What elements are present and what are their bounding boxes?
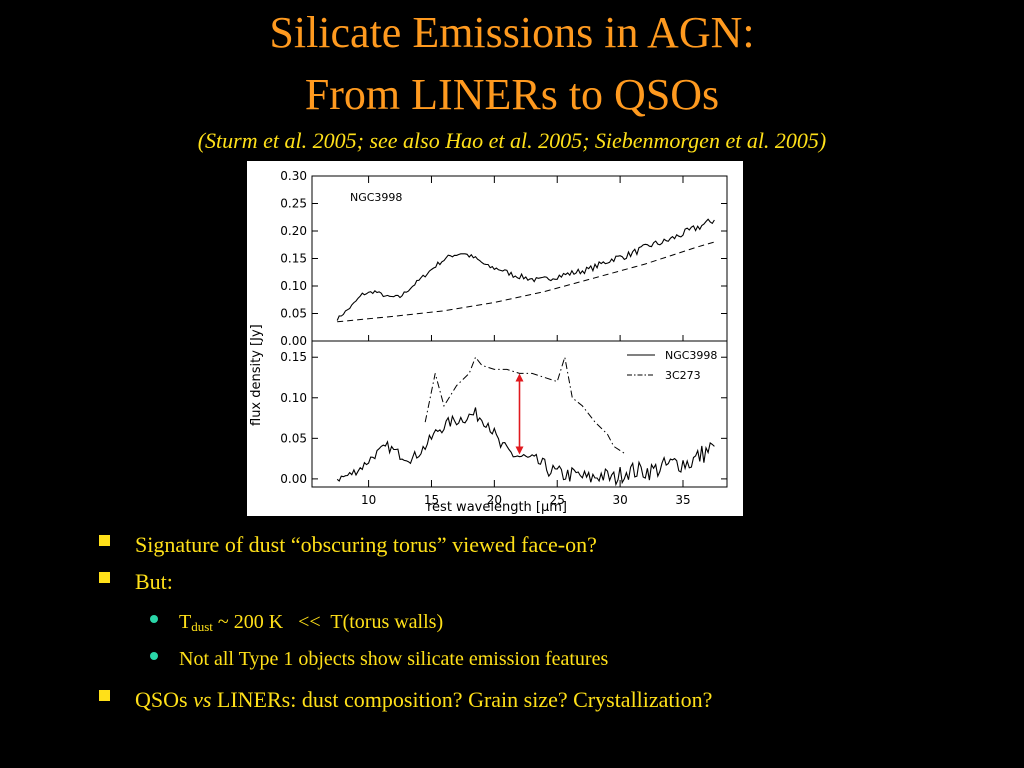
x-tick-label: 25 xyxy=(550,493,565,507)
y-tick-label: 0.20 xyxy=(280,224,307,238)
y-axis-label: flux density [Jy] xyxy=(249,324,264,426)
spectrum-chart: 0.00 0.05 0.10 0.15 0.20 0.25 0.30 NGC3998 0.0… xyxy=(249,169,728,515)
y-tick-label: 0.05 xyxy=(280,431,307,445)
bullet-3-qsos: QSOs xyxy=(135,687,194,712)
difference-arrow xyxy=(515,373,524,455)
x-tick-label: 20 xyxy=(487,493,502,507)
x-tick-label: 10 xyxy=(361,493,376,507)
x-tick-label: 35 xyxy=(675,493,690,507)
x-tick-label: 30 xyxy=(612,493,627,507)
title-line-1: Silicate Emissions in AGN: xyxy=(269,8,755,57)
bullet-2: But: xyxy=(135,569,173,594)
bullet-square-1 xyxy=(99,535,110,546)
bullet-square-3 xyxy=(99,690,110,701)
legend: NGC3998 3C273 xyxy=(627,349,717,382)
y-tick-label: 0.30 xyxy=(280,169,307,183)
sub-bullet-dot-1 xyxy=(150,615,158,623)
x-axis-label: rest wavelength [μm] xyxy=(427,500,567,515)
t-symbol: T xyxy=(179,611,192,633)
lower-3c273-line xyxy=(424,356,627,456)
y-tick-label: 0.10 xyxy=(280,391,307,405)
bullet-3-vs: vs xyxy=(193,687,212,712)
bullet-3-liners: LINERs: xyxy=(211,687,297,712)
bullet-3: QSOs vs LINERs: dust composition? Grain … xyxy=(135,687,712,713)
lower-ngc3998-line xyxy=(336,407,715,487)
upper-panel-label: NGC3998 xyxy=(350,191,402,204)
sub-bullet-1: Tdust ~ 200 K << T(torus walls) xyxy=(179,610,443,639)
upper-ngc3998-line xyxy=(336,218,715,321)
spectrum-figure: 0.00 0.05 0.10 0.15 0.20 0.25 0.30 NGC3998 0.0… xyxy=(247,161,743,516)
y-tick-label: 0.10 xyxy=(280,279,307,293)
legend-label-3c273: 3C273 xyxy=(665,369,701,382)
y-tick-label: 0.15 xyxy=(280,350,307,364)
y-tick-label: 0.00 xyxy=(280,472,307,486)
upper-continuum-dashed-line xyxy=(337,241,715,323)
arrow-head-bottom xyxy=(515,446,524,455)
y-tick-label: 0.15 xyxy=(280,252,307,266)
legend-label-ngc3998: NGC3998 xyxy=(665,349,717,362)
bullet-3-rest: dust composition? Grain size? Crystalliz… xyxy=(296,687,713,712)
citation: (Sturm et al. 2005; see also Hao et al. … xyxy=(197,128,827,153)
lower-panel-frame xyxy=(311,340,728,488)
title-line-2: From LINERs to QSOs xyxy=(304,70,720,119)
y-tick-label: 0.00 xyxy=(280,334,307,348)
bullet-square-2 xyxy=(99,572,110,583)
y-tick-label: 0.05 xyxy=(280,307,307,321)
t-subscript: dust xyxy=(191,619,213,634)
sub-bullet-dot-2 xyxy=(150,652,158,660)
sub-bullet-2: Not all Type 1 objects show silicate emi… xyxy=(179,648,609,670)
x-tick-label: 15 xyxy=(424,493,439,507)
t-comparison: ~ 200 K << T(torus walls) xyxy=(212,611,444,633)
arrow-head-top xyxy=(515,373,524,382)
bullet-1: Signature of dust “obscuring torus” view… xyxy=(135,532,597,557)
y-tick-label: 0.25 xyxy=(280,197,307,211)
